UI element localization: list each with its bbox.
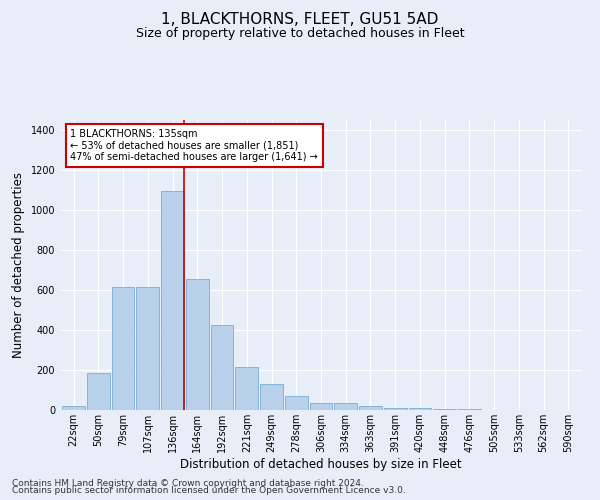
Bar [359, 406, 382, 410]
Text: Contains public sector information licensed under the Open Government Licence v3: Contains public sector information licen… [12, 486, 406, 495]
Bar [334, 403, 357, 410]
X-axis label: Distribution of detached houses by size in Fleet: Distribution of detached houses by size … [180, 458, 462, 470]
Bar [310, 403, 332, 410]
Y-axis label: Number of detached properties: Number of detached properties [12, 172, 25, 358]
Bar [260, 384, 283, 410]
Bar [211, 325, 233, 410]
Bar [136, 287, 159, 410]
Bar [235, 367, 258, 410]
Text: Size of property relative to detached houses in Fleet: Size of property relative to detached ho… [136, 28, 464, 40]
Bar [161, 191, 184, 410]
Bar [409, 408, 431, 410]
Text: 1, BLACKTHORNS, FLEET, GU51 5AD: 1, BLACKTHORNS, FLEET, GU51 5AD [161, 12, 439, 28]
Bar [384, 408, 407, 410]
Text: 1 BLACKTHORNS: 135sqm
← 53% of detached houses are smaller (1,851)
47% of semi-d: 1 BLACKTHORNS: 135sqm ← 53% of detached … [70, 128, 318, 162]
Bar [458, 409, 481, 410]
Bar [112, 287, 134, 410]
Bar [433, 409, 456, 410]
Text: Contains HM Land Registry data © Crown copyright and database right 2024.: Contains HM Land Registry data © Crown c… [12, 478, 364, 488]
Bar [62, 406, 85, 410]
Bar [87, 373, 110, 410]
Bar [186, 279, 209, 410]
Bar [285, 396, 308, 410]
